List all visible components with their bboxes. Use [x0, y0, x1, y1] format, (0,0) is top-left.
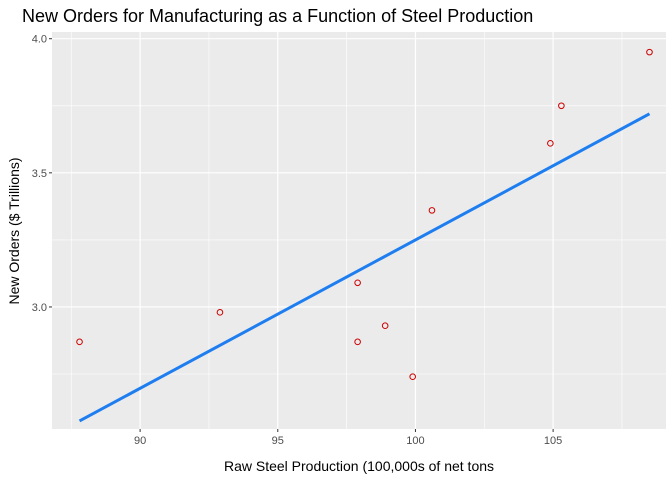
y-axis: 3.0 3.5 4.0 [32, 34, 52, 314]
data-points [76, 48, 653, 380]
y-tick-label: 3.5 [32, 168, 47, 180]
x-axis-title: Raw Steel Production (100,000s of net to… [224, 458, 494, 474]
data-point [558, 102, 565, 110]
x-axis: 90 95 100 105 [134, 429, 562, 447]
data-point [428, 207, 436, 214]
x-tick-label: 90 [134, 435, 146, 447]
data-point [354, 338, 361, 346]
data-point [547, 140, 554, 147]
data-point [216, 309, 224, 316]
data-point [76, 338, 83, 346]
y-axis-title: New Orders ($ Trillions) [6, 157, 22, 304]
regression-line [78, 112, 651, 423]
y-tick-label: 3.0 [32, 302, 47, 314]
major-gridlines [52, 32, 666, 429]
trend-line-layer [78, 112, 651, 423]
x-tick-label: 100 [406, 435, 424, 447]
data-point [409, 373, 416, 380]
plot-panel [52, 32, 666, 429]
y-tick-label: 4.0 [32, 34, 47, 46]
x-tick-label: 105 [544, 435, 562, 447]
data-point [354, 279, 361, 287]
chart-title: New Orders for Manufacturing as a Functi… [22, 6, 533, 26]
data-point [646, 48, 653, 56]
minor-gridlines [52, 32, 666, 429]
x-tick-label: 95 [272, 435, 284, 447]
data-point [381, 322, 389, 330]
